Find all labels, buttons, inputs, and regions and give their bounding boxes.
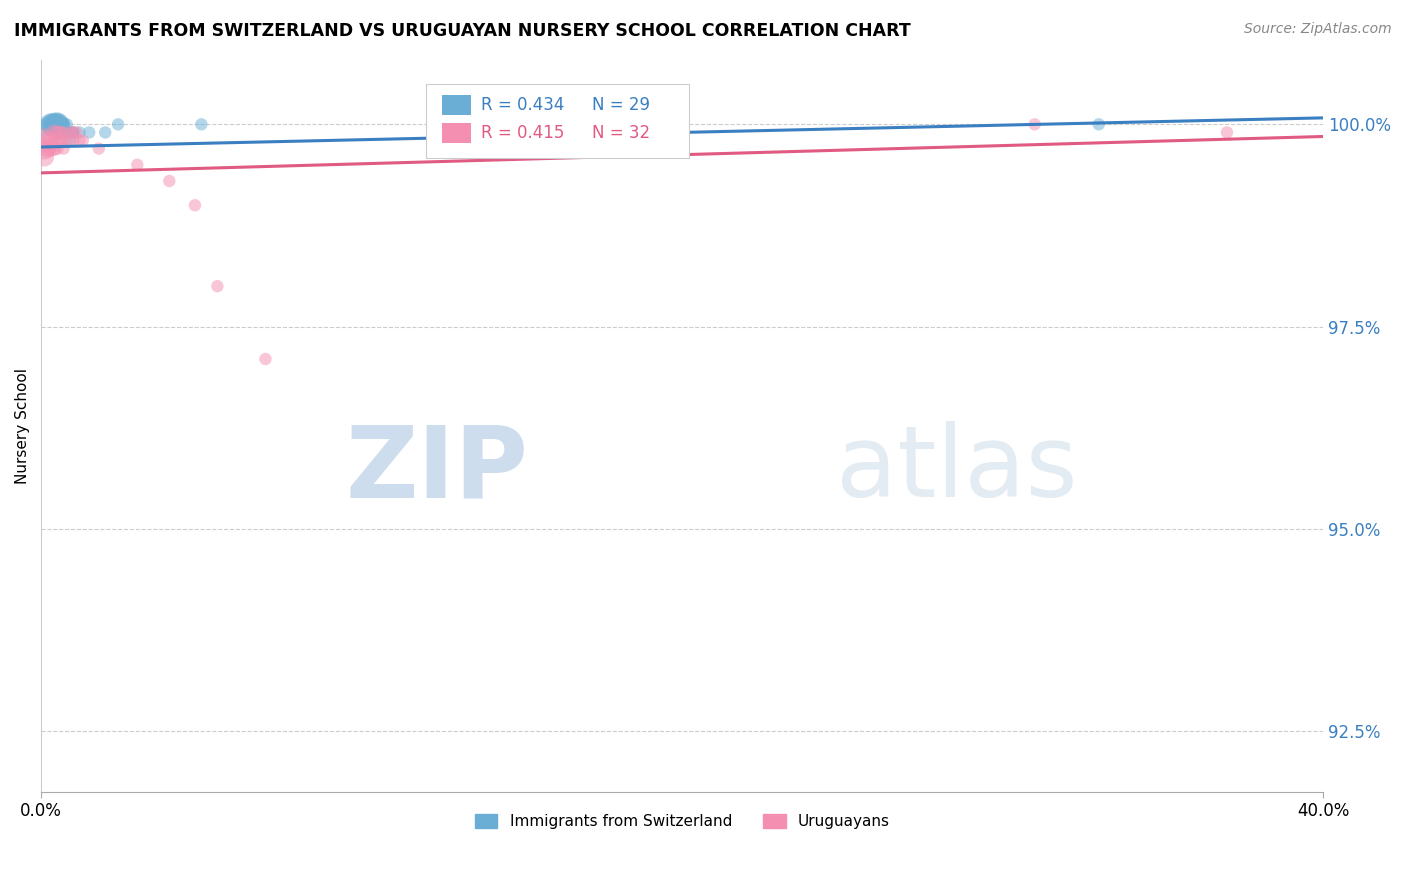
Point — [42, 117, 65, 131]
Point — [42, 125, 65, 139]
Y-axis label: Nursery School: Nursery School — [15, 368, 30, 483]
Point — [55, 134, 77, 148]
Point — [46, 117, 69, 131]
Point — [39, 117, 62, 131]
FancyBboxPatch shape — [443, 122, 471, 143]
Point — [39, 134, 62, 148]
Point — [87, 142, 110, 156]
Point — [39, 117, 62, 131]
Point — [37, 142, 59, 156]
Point — [1087, 117, 1109, 131]
Point — [46, 125, 69, 139]
Point — [34, 125, 56, 139]
Point — [49, 125, 72, 139]
Text: R = 0.415: R = 0.415 — [481, 124, 564, 142]
Point — [34, 150, 56, 164]
Point — [46, 142, 69, 156]
Point — [49, 125, 72, 139]
Text: atlas: atlas — [837, 421, 1077, 518]
Point — [46, 117, 69, 131]
Point — [39, 142, 62, 156]
Text: N = 32: N = 32 — [592, 124, 651, 142]
Legend: Immigrants from Switzerland, Uruguayans: Immigrants from Switzerland, Uruguayans — [468, 808, 896, 836]
Point — [69, 134, 91, 148]
Point — [34, 142, 56, 156]
Point — [52, 134, 75, 148]
Point — [37, 134, 59, 148]
Point — [34, 134, 56, 148]
FancyBboxPatch shape — [426, 84, 689, 159]
Point — [42, 117, 65, 131]
Point — [1024, 117, 1046, 131]
Point — [72, 134, 94, 148]
Point — [1216, 125, 1239, 139]
Point — [55, 125, 77, 139]
Point — [77, 125, 100, 139]
Point — [69, 125, 91, 139]
Point — [52, 125, 75, 139]
Point — [37, 117, 59, 131]
Point — [46, 134, 69, 148]
Point — [157, 174, 180, 188]
Point — [59, 125, 82, 139]
Point — [55, 117, 77, 131]
Point — [49, 117, 72, 131]
Point — [42, 142, 65, 156]
Text: ZIP: ZIP — [346, 421, 529, 518]
Point — [52, 117, 75, 131]
Text: R = 0.434: R = 0.434 — [481, 96, 564, 114]
Point — [52, 117, 75, 131]
Point — [184, 198, 207, 212]
Point — [65, 125, 87, 139]
Point — [190, 117, 212, 131]
Text: N = 29: N = 29 — [592, 96, 651, 114]
Text: Source: ZipAtlas.com: Source: ZipAtlas.com — [1244, 22, 1392, 37]
Point — [127, 158, 149, 172]
Point — [62, 125, 84, 139]
FancyBboxPatch shape — [443, 95, 471, 115]
Point — [207, 279, 229, 293]
Point — [46, 125, 69, 139]
Text: IMMIGRANTS FROM SWITZERLAND VS URUGUAYAN NURSERY SCHOOL CORRELATION CHART: IMMIGRANTS FROM SWITZERLAND VS URUGUAYAN… — [14, 22, 911, 40]
Point — [52, 125, 75, 139]
Point — [94, 125, 117, 139]
Point — [62, 134, 84, 148]
Point — [46, 117, 69, 131]
Point — [46, 117, 69, 131]
Point — [49, 134, 72, 148]
Point — [254, 351, 277, 366]
Point — [607, 125, 630, 139]
Point — [107, 117, 129, 131]
Point — [62, 125, 84, 139]
Point — [59, 134, 82, 148]
Point — [62, 125, 84, 139]
Point — [52, 142, 75, 156]
Point — [59, 125, 82, 139]
